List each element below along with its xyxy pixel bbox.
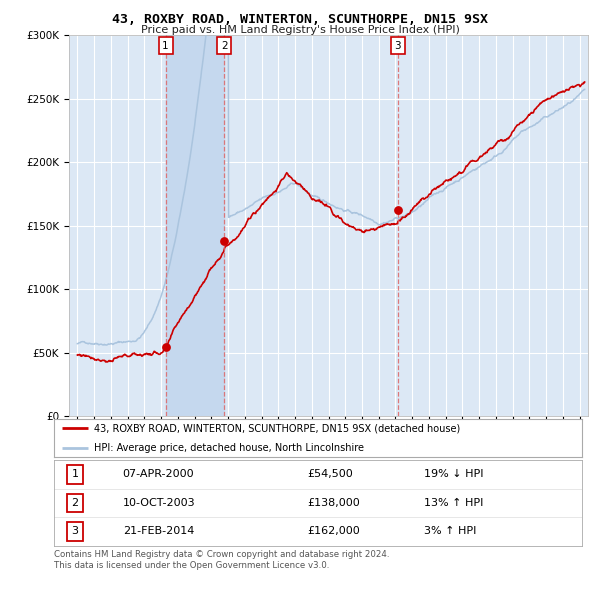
Text: 1: 1: [162, 41, 169, 51]
Text: 21-FEB-2014: 21-FEB-2014: [122, 526, 194, 536]
Text: 3: 3: [394, 41, 401, 51]
Text: 43, ROXBY ROAD, WINTERTON, SCUNTHORPE, DN15 9SX: 43, ROXBY ROAD, WINTERTON, SCUNTHORPE, D…: [112, 13, 488, 26]
Point: [393, 206, 403, 215]
Text: 07-APR-2000: 07-APR-2000: [122, 470, 194, 480]
Point: [220, 236, 229, 245]
Text: 13% ↑ HPI: 13% ↑ HPI: [424, 498, 483, 508]
Text: 2: 2: [221, 41, 227, 51]
Point: [161, 342, 170, 352]
Text: This data is licensed under the Open Government Licence v3.0.: This data is licensed under the Open Gov…: [54, 560, 329, 569]
Text: Price paid vs. HM Land Registry's House Price Index (HPI): Price paid vs. HM Land Registry's House …: [140, 25, 460, 35]
Text: Contains HM Land Registry data © Crown copyright and database right 2024.: Contains HM Land Registry data © Crown c…: [54, 550, 389, 559]
Text: £138,000: £138,000: [307, 498, 360, 508]
Text: 2: 2: [71, 498, 79, 508]
Text: £162,000: £162,000: [307, 526, 360, 536]
Text: HPI: Average price, detached house, North Lincolnshire: HPI: Average price, detached house, Nort…: [94, 442, 364, 453]
Text: 1: 1: [71, 470, 79, 480]
Text: 3% ↑ HPI: 3% ↑ HPI: [424, 526, 476, 536]
Text: 3: 3: [71, 526, 79, 536]
Text: 43, ROXBY ROAD, WINTERTON, SCUNTHORPE, DN15 9SX (detached house): 43, ROXBY ROAD, WINTERTON, SCUNTHORPE, D…: [94, 424, 460, 434]
Bar: [166, 35, 224, 416]
Text: 19% ↓ HPI: 19% ↓ HPI: [424, 470, 483, 480]
Text: 10-OCT-2003: 10-OCT-2003: [122, 498, 195, 508]
Text: £54,500: £54,500: [307, 470, 353, 480]
